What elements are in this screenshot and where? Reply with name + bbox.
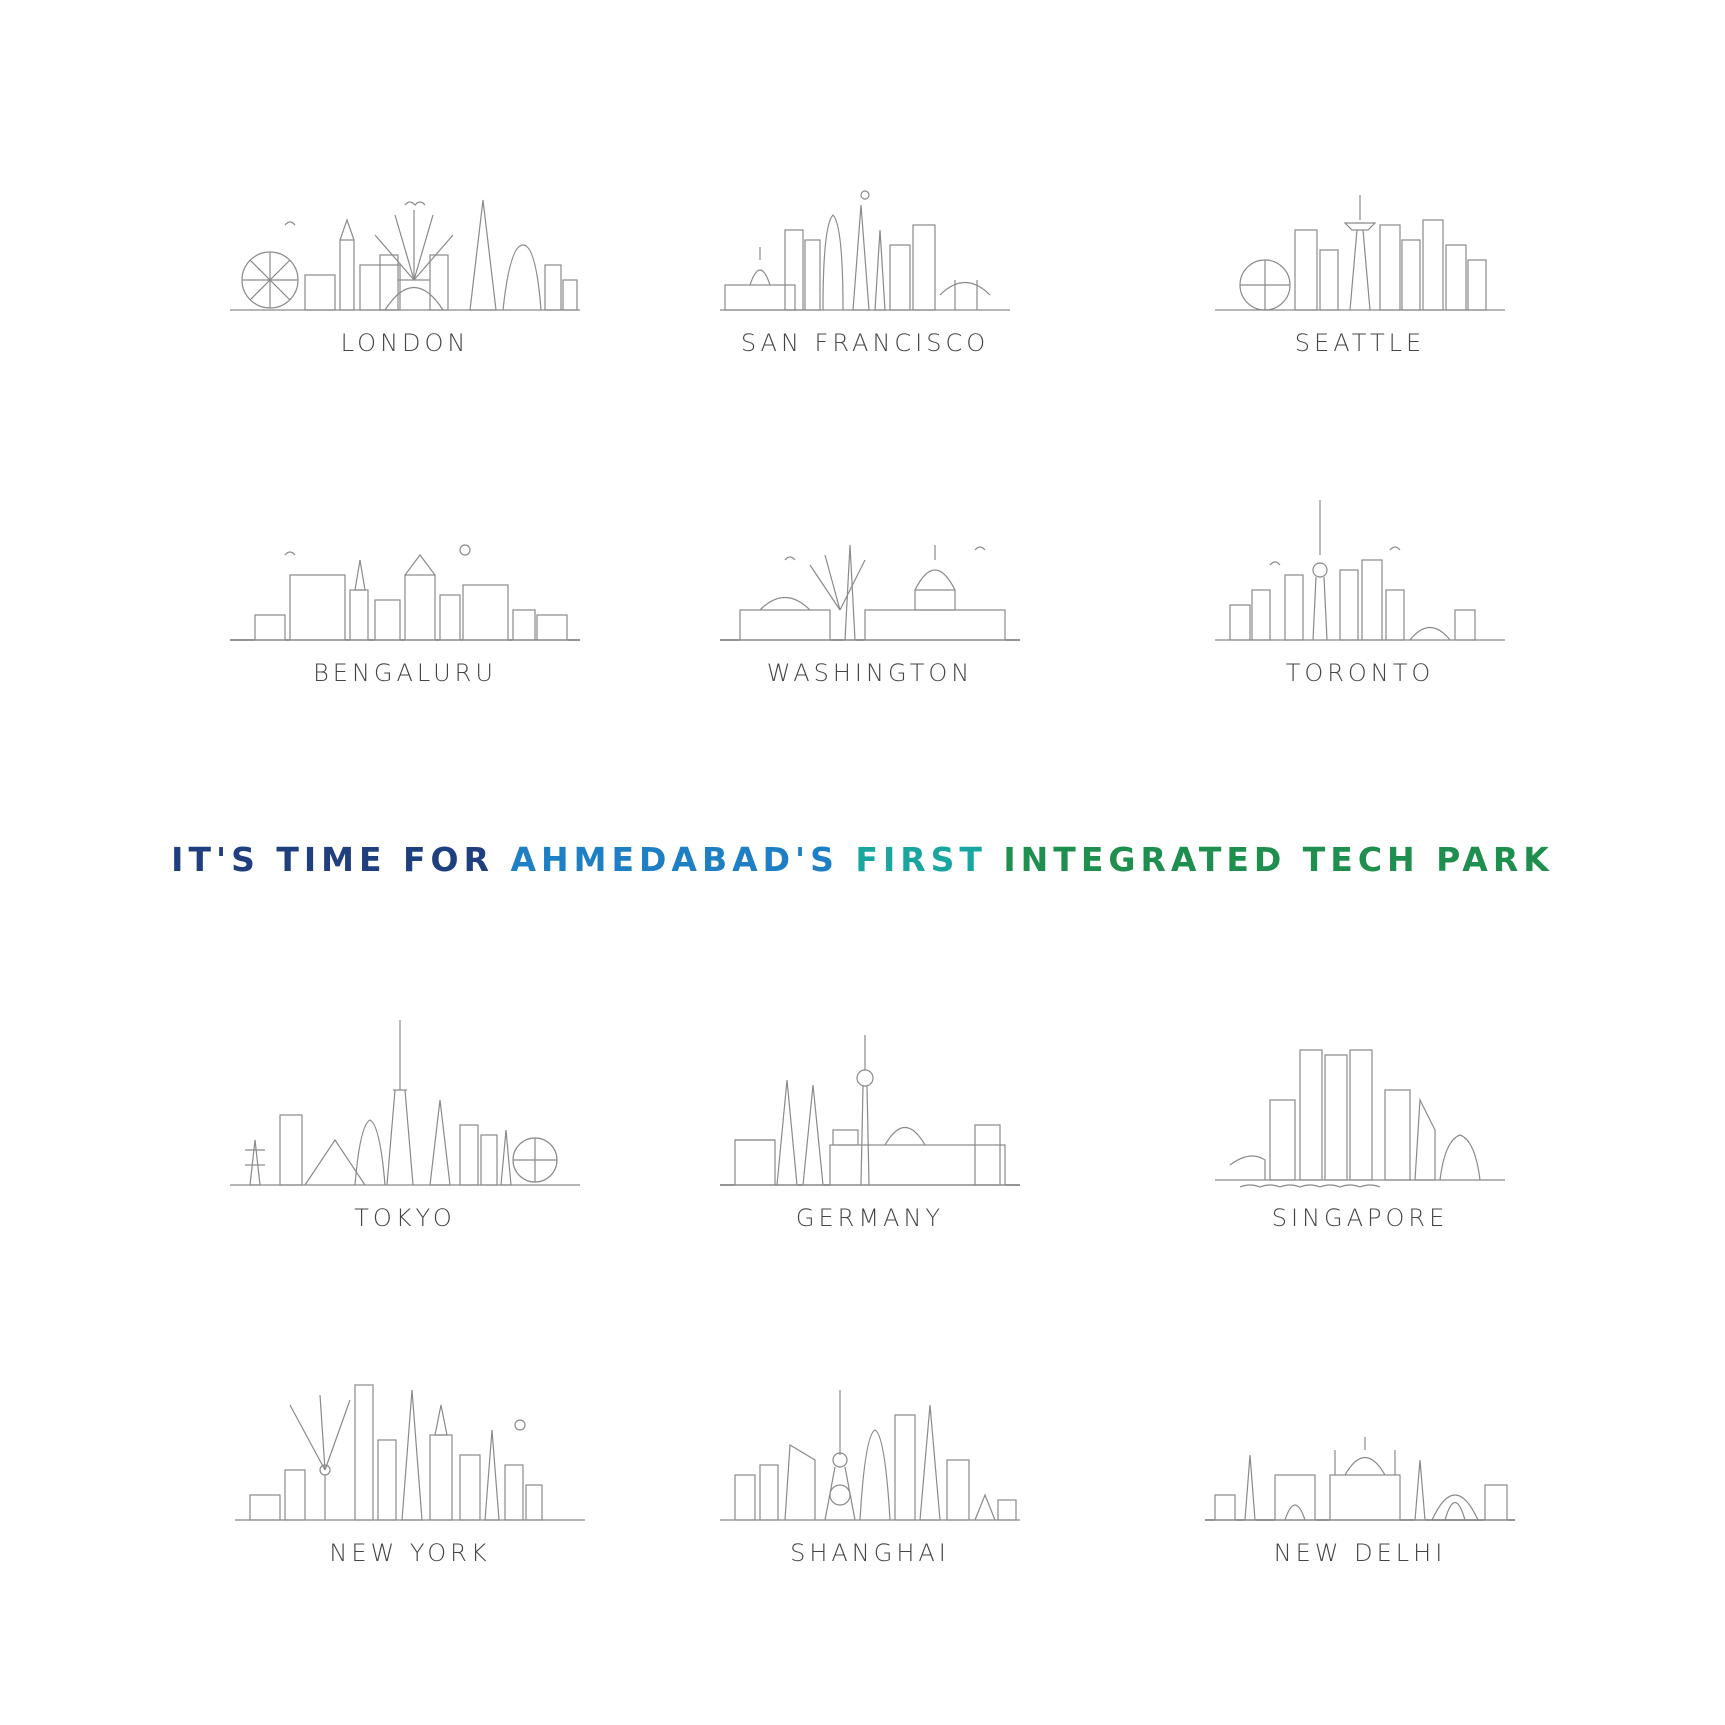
headline-part-4: INTEGRATED TECH PARK: [1003, 840, 1554, 879]
headline-part-1: IT'S TIME FOR: [171, 840, 511, 879]
city-germany: GERMANY: [680, 1030, 1060, 1232]
city-tokyo: TOKYO: [215, 1010, 595, 1232]
tokyo-skyline-icon: [230, 1020, 580, 1186]
toronto-skyline-icon: [1215, 500, 1505, 641]
city-label: SEATTLE: [1294, 329, 1426, 357]
bengaluru-skyline-icon: [230, 544, 580, 641]
headline: IT'S TIME FOR AHMEDABAD'S FIRST INTEGRAT…: [0, 840, 1725, 879]
headline-part-3: FIRST: [855, 840, 1004, 879]
city-san-francisco: SAN FRANCISCO: [675, 185, 1055, 357]
headline-part-2: AHMEDABAD'S: [510, 840, 856, 879]
city-new-delhi: NEW DELHI: [1170, 1415, 1550, 1567]
city-new-york: NEW YORK: [220, 1375, 600, 1567]
city-label: TOKYO: [354, 1204, 456, 1232]
seattle-skyline-icon: [1215, 195, 1505, 311]
city-label: NEW YORK: [329, 1539, 491, 1567]
san-francisco-skyline-icon: [720, 190, 1010, 311]
washington-skyline-icon: [720, 544, 1020, 641]
city-label: BENGALURU: [313, 659, 497, 687]
city-label: GERMANY: [795, 1204, 945, 1232]
city-label: SHANGHAI: [790, 1539, 950, 1567]
city-label: SINGAPORE: [1271, 1204, 1449, 1232]
city-label: TORONTO: [1285, 659, 1435, 687]
new-delhi-skyline-icon: [1205, 1437, 1515, 1521]
city-washington: WASHINGTON: [680, 515, 1060, 687]
city-label: LONDON: [340, 329, 470, 357]
germany-skyline-icon: [720, 1035, 1020, 1186]
city-shanghai: SHANGHAI: [680, 1385, 1060, 1567]
city-singapore: SINGAPORE: [1170, 1040, 1550, 1232]
city-label: NEW DELHI: [1273, 1539, 1447, 1567]
city-seattle: SEATTLE: [1170, 185, 1550, 357]
city-label: SAN FRANCISCO: [740, 329, 990, 357]
singapore-skyline-icon: [1215, 1049, 1505, 1188]
city-london: LONDON: [215, 185, 595, 357]
city-bengaluru: BENGALURU: [215, 515, 595, 687]
city-toronto: TORONTO: [1170, 495, 1550, 687]
london-skyline-icon: [230, 199, 580, 311]
new-york-skyline-icon: [235, 1384, 585, 1521]
shanghai-skyline-icon: [720, 1390, 1020, 1521]
city-label: WASHINGTON: [766, 659, 974, 687]
